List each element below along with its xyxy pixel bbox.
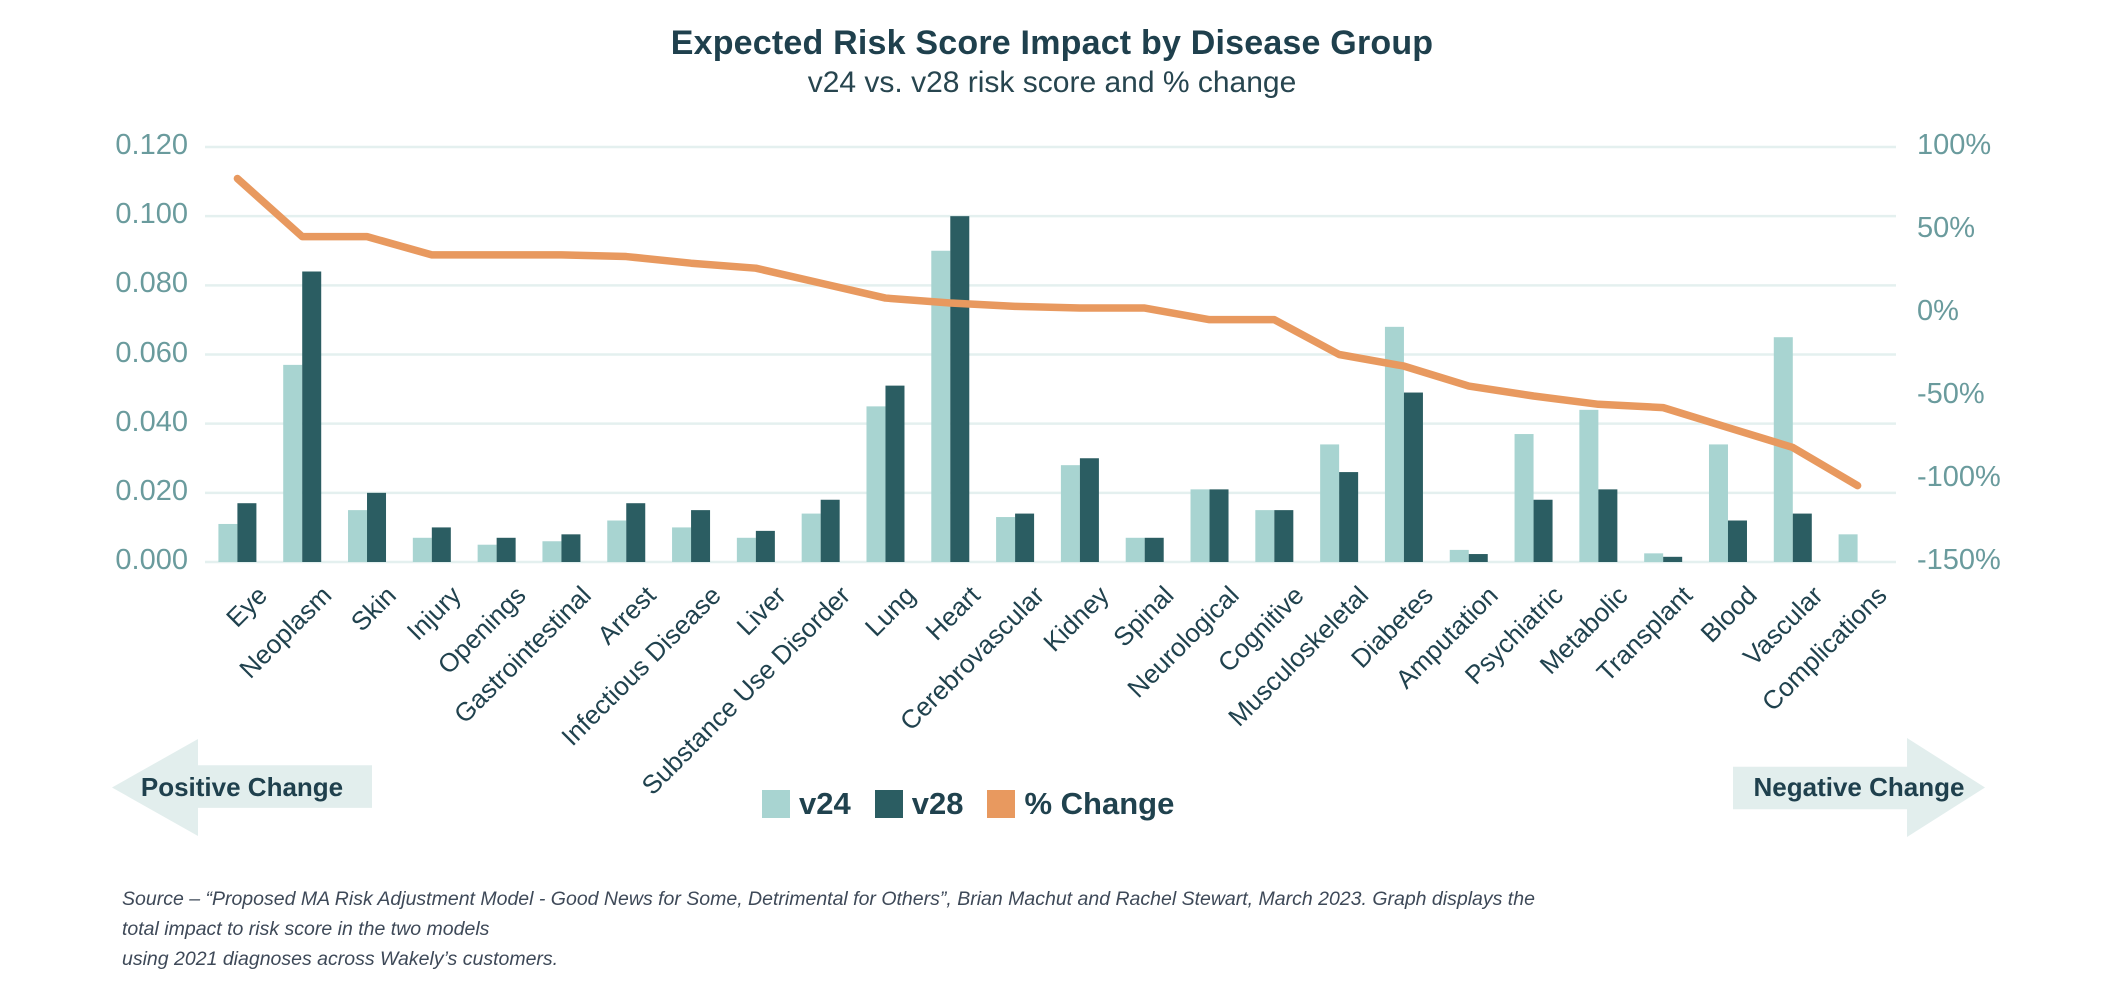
bar-v28-neurological xyxy=(1209,489,1229,562)
bar-v28-lung xyxy=(885,385,905,562)
legend-item-v24: v24 xyxy=(762,786,851,822)
bar-v24-blood xyxy=(1708,444,1728,562)
bar-v28-eye xyxy=(237,503,257,562)
left-axis-tick: 0.060 xyxy=(115,336,188,369)
source-text: Source – “Proposed MA Risk Adjustment Mo… xyxy=(122,884,1542,975)
left-axis-tick: 0.120 xyxy=(115,129,188,161)
bar-v28-injury xyxy=(431,527,451,562)
right-axis-tick: 100% xyxy=(1917,129,1992,161)
bar-v28-transplant xyxy=(1663,556,1683,562)
right-axis-tick: -150% xyxy=(1917,544,2001,576)
bar-v28-cerebrovascular xyxy=(1015,513,1035,562)
bar-v28-skin xyxy=(367,492,387,562)
right-axis-tick: -50% xyxy=(1917,378,1985,410)
legend-item-pct-change: % Change xyxy=(987,786,1174,822)
bar-v28-blood xyxy=(1727,520,1747,562)
chart-title: Expected Risk Score Impact by Disease Gr… xyxy=(670,24,1434,62)
left-axis-tick: 0.020 xyxy=(115,474,188,507)
bar-v24-neurological xyxy=(1190,489,1210,562)
bar-v24-substance-use-disorder xyxy=(801,513,821,562)
bar-v28-liver xyxy=(755,530,775,562)
right-axis: 100% 50% 0% -50% -100% -150% xyxy=(1917,0,2104,984)
bar-v24-eye xyxy=(218,523,238,562)
left-axis: 0.120 0.100 0.080 0.060 0.040 0.020 0.000 xyxy=(0,0,188,984)
source-line-1: Source – “Proposed MA Risk Adjustment Mo… xyxy=(122,888,1535,941)
bar-v24-amputation xyxy=(1449,549,1469,562)
bar-v24-complications xyxy=(1838,534,1858,562)
bar-v24-infectious-disease xyxy=(672,527,692,562)
legend-label-v28: v28 xyxy=(911,786,964,821)
bar-v24-neoplasm xyxy=(283,364,303,562)
right-axis-tick: -100% xyxy=(1917,461,2001,493)
bar-v28-neoplasm xyxy=(302,271,322,562)
bar-v24-diabetes xyxy=(1384,326,1404,562)
source-line-2: using 2021 diagnoses across Wakely’s cus… xyxy=(122,948,559,971)
bar-v24-spinal xyxy=(1125,537,1145,562)
legend-swatch-v28 xyxy=(874,790,903,818)
legend-swatch-v24 xyxy=(762,790,790,818)
pct-change-line xyxy=(233,174,1862,490)
bar-v24-heart xyxy=(931,250,951,562)
left-axis-tick: 0.000 xyxy=(115,544,188,576)
bar-v24-vascular xyxy=(1773,337,1793,562)
bar-v24-musculoskeletal xyxy=(1320,444,1340,562)
negative-change-label: Negative Change xyxy=(1753,772,1965,802)
bar-v28-vascular xyxy=(1792,513,1812,562)
right-axis-tick: 0% xyxy=(1917,295,1959,327)
bar-v28-diabetes xyxy=(1403,392,1423,562)
bar-v28-openings xyxy=(496,537,516,562)
bar-v28-spinal xyxy=(1144,537,1164,562)
bar-v24-cognitive xyxy=(1255,510,1275,562)
bar-v28-cognitive xyxy=(1274,510,1294,562)
bar-v28-infectious-disease xyxy=(691,510,711,562)
left-axis-tick: 0.080 xyxy=(115,267,188,300)
legend-label-v24: v24 xyxy=(799,786,851,821)
legend-item-v28: v28 xyxy=(874,786,964,822)
right-axis-tick: 50% xyxy=(1917,212,1976,244)
bar-v24-gastrointestinal xyxy=(542,541,562,562)
left-axis-tick: 0.100 xyxy=(115,198,188,231)
chart-subtitle: v24 vs. v28 risk score and % change xyxy=(807,66,1297,99)
bar-v24-kidney xyxy=(1060,465,1080,562)
legend-swatch-pct-change xyxy=(987,790,1016,818)
bar-v24-openings xyxy=(477,544,497,562)
bar-v24-transplant xyxy=(1644,553,1664,562)
positive-change-label: Positive Change xyxy=(140,772,344,802)
bar-v28-arrest xyxy=(626,503,646,562)
bar-v24-liver xyxy=(736,537,756,562)
legend-label-pct-change: % Change xyxy=(1024,786,1175,821)
bar-v28-psychiatric xyxy=(1533,499,1553,562)
bar-v24-lung xyxy=(866,406,886,562)
bar-v28-kidney xyxy=(1079,458,1099,562)
bar-v24-arrest xyxy=(607,520,627,562)
bar-v24-injury xyxy=(412,537,432,562)
bar-v24-cerebrovascular xyxy=(996,517,1016,562)
bar-v28-musculoskeletal xyxy=(1339,472,1359,562)
bar-v28-heart xyxy=(950,216,970,562)
bar-v28-substance-use-disorder xyxy=(820,499,840,562)
bar-v24-skin xyxy=(348,510,368,562)
legend: v24 v28 % Change xyxy=(762,786,1174,822)
bar-v24-metabolic xyxy=(1579,409,1599,562)
left-axis-tick: 0.040 xyxy=(115,405,188,438)
bar-v28-metabolic xyxy=(1598,489,1618,562)
bar-v28-amputation xyxy=(1468,554,1488,562)
bar-v24-psychiatric xyxy=(1514,434,1534,562)
bar-v28-gastrointestinal xyxy=(561,534,581,562)
